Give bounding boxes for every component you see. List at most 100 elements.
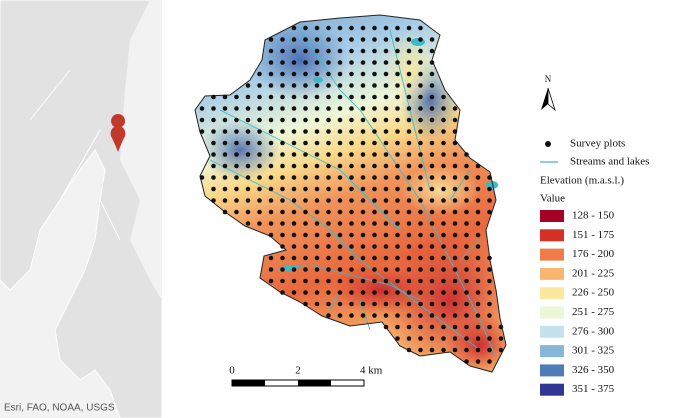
survey-plot: [303, 255, 308, 261]
survey-plot: [372, 152, 377, 157]
survey-plot: [326, 186, 331, 192]
survey-plot: [349, 198, 354, 203]
survey-plot: [291, 94, 297, 100]
survey-plot: [268, 152, 274, 157]
survey-plot: [326, 83, 331, 88]
survey-plot: [280, 140, 285, 146]
survey-plot: [395, 232, 400, 238]
survey-plot: [372, 83, 377, 88]
survey-plot: [475, 209, 481, 215]
survey-plot: [234, 152, 239, 157]
survey-plot: [245, 186, 251, 192]
legend-swatch: [540, 267, 564, 280]
survey-plot: [475, 313, 481, 318]
survey-plot: [464, 324, 469, 330]
survey-plot: [395, 175, 400, 180]
survey-plot: [314, 129, 320, 134]
survey-plot: [314, 301, 320, 307]
survey-plot: [406, 117, 412, 123]
survey-plot: [487, 255, 492, 261]
legend-swatch: [540, 345, 564, 358]
survey-plot: [372, 71, 377, 77]
survey-plot: [475, 175, 481, 180]
survey-plot: [349, 290, 354, 295]
survey-plot: [360, 278, 366, 284]
survey-plot: [326, 278, 331, 284]
survey-plot: [452, 267, 458, 272]
survey-plot: [372, 244, 377, 249]
survey-plot: [326, 267, 331, 272]
legend-class-label: 276 - 300: [572, 325, 615, 337]
survey-plot: [257, 186, 262, 192]
survey-plot: [429, 117, 435, 123]
survey-plot: [360, 186, 366, 192]
survey-plot: [395, 117, 400, 123]
survey-plot: [326, 290, 331, 295]
survey-plot: [406, 152, 412, 157]
survey-plot: [291, 71, 297, 77]
survey-plot: [360, 25, 366, 31]
survey-plot: [418, 117, 423, 123]
survey-plot: [337, 278, 343, 284]
survey-plot: [487, 324, 492, 330]
survey-plot: [487, 359, 492, 364]
survey-plot: [487, 209, 492, 215]
survey-plot: [383, 175, 389, 180]
survey-plot: [395, 152, 400, 157]
survey-plot: [303, 94, 308, 100]
survey-plot: [464, 313, 469, 318]
lake: [313, 77, 323, 83]
survey-plot: [291, 129, 297, 134]
survey-plot: [326, 94, 331, 100]
survey-plot: [406, 209, 412, 215]
survey-plot: [280, 209, 285, 215]
survey-plot: [406, 324, 412, 330]
survey-plot: [487, 313, 492, 318]
survey-plot: [372, 290, 377, 295]
scale-label: 2: [295, 365, 301, 377]
survey-plot: [372, 313, 377, 318]
survey-plot: [418, 186, 423, 192]
survey-plot: [475, 336, 481, 341]
survey-plot: [452, 232, 458, 238]
survey-plot: [211, 117, 216, 123]
survey-plot: [314, 175, 320, 180]
survey-plot: [441, 129, 446, 134]
survey-plot: [475, 290, 481, 295]
survey-plot: [314, 117, 320, 123]
survey-plot: [257, 198, 262, 203]
survey-plot: [303, 37, 308, 42]
survey-plot: [464, 186, 469, 192]
survey-plot: [360, 71, 366, 77]
survey-plot: [372, 106, 377, 111]
scale-segment: [298, 380, 331, 386]
survey-plot: [291, 83, 297, 88]
survey-plot: [291, 140, 297, 146]
survey-plot: [337, 163, 343, 169]
survey-plot: [372, 37, 377, 42]
survey-plot: [245, 94, 251, 100]
survey-plot: [280, 198, 285, 203]
survey-plot: [406, 140, 412, 146]
survey-plot: [268, 71, 274, 77]
survey-plot: [268, 83, 274, 88]
high-elevation: [200, 120, 280, 180]
survey-plot: [475, 232, 481, 238]
survey-plot: [487, 278, 492, 284]
survey-plot: [337, 301, 343, 307]
survey-plot: [406, 106, 412, 111]
survey-plot: [280, 186, 285, 192]
survey-plot: [245, 129, 251, 134]
survey-plot: [441, 336, 446, 341]
survey-plot: [349, 255, 354, 261]
survey-plot: [406, 25, 412, 31]
stream: [219, 109, 401, 231]
survey-plot: [475, 359, 481, 364]
inset-borders: [29, 69, 121, 241]
survey-plot: [418, 290, 423, 295]
survey-plot: [441, 278, 446, 284]
north-arrow: N: [541, 74, 556, 112]
survey-plot: [349, 117, 354, 123]
survey-plot: [326, 301, 331, 307]
survey-plot: [406, 175, 412, 180]
